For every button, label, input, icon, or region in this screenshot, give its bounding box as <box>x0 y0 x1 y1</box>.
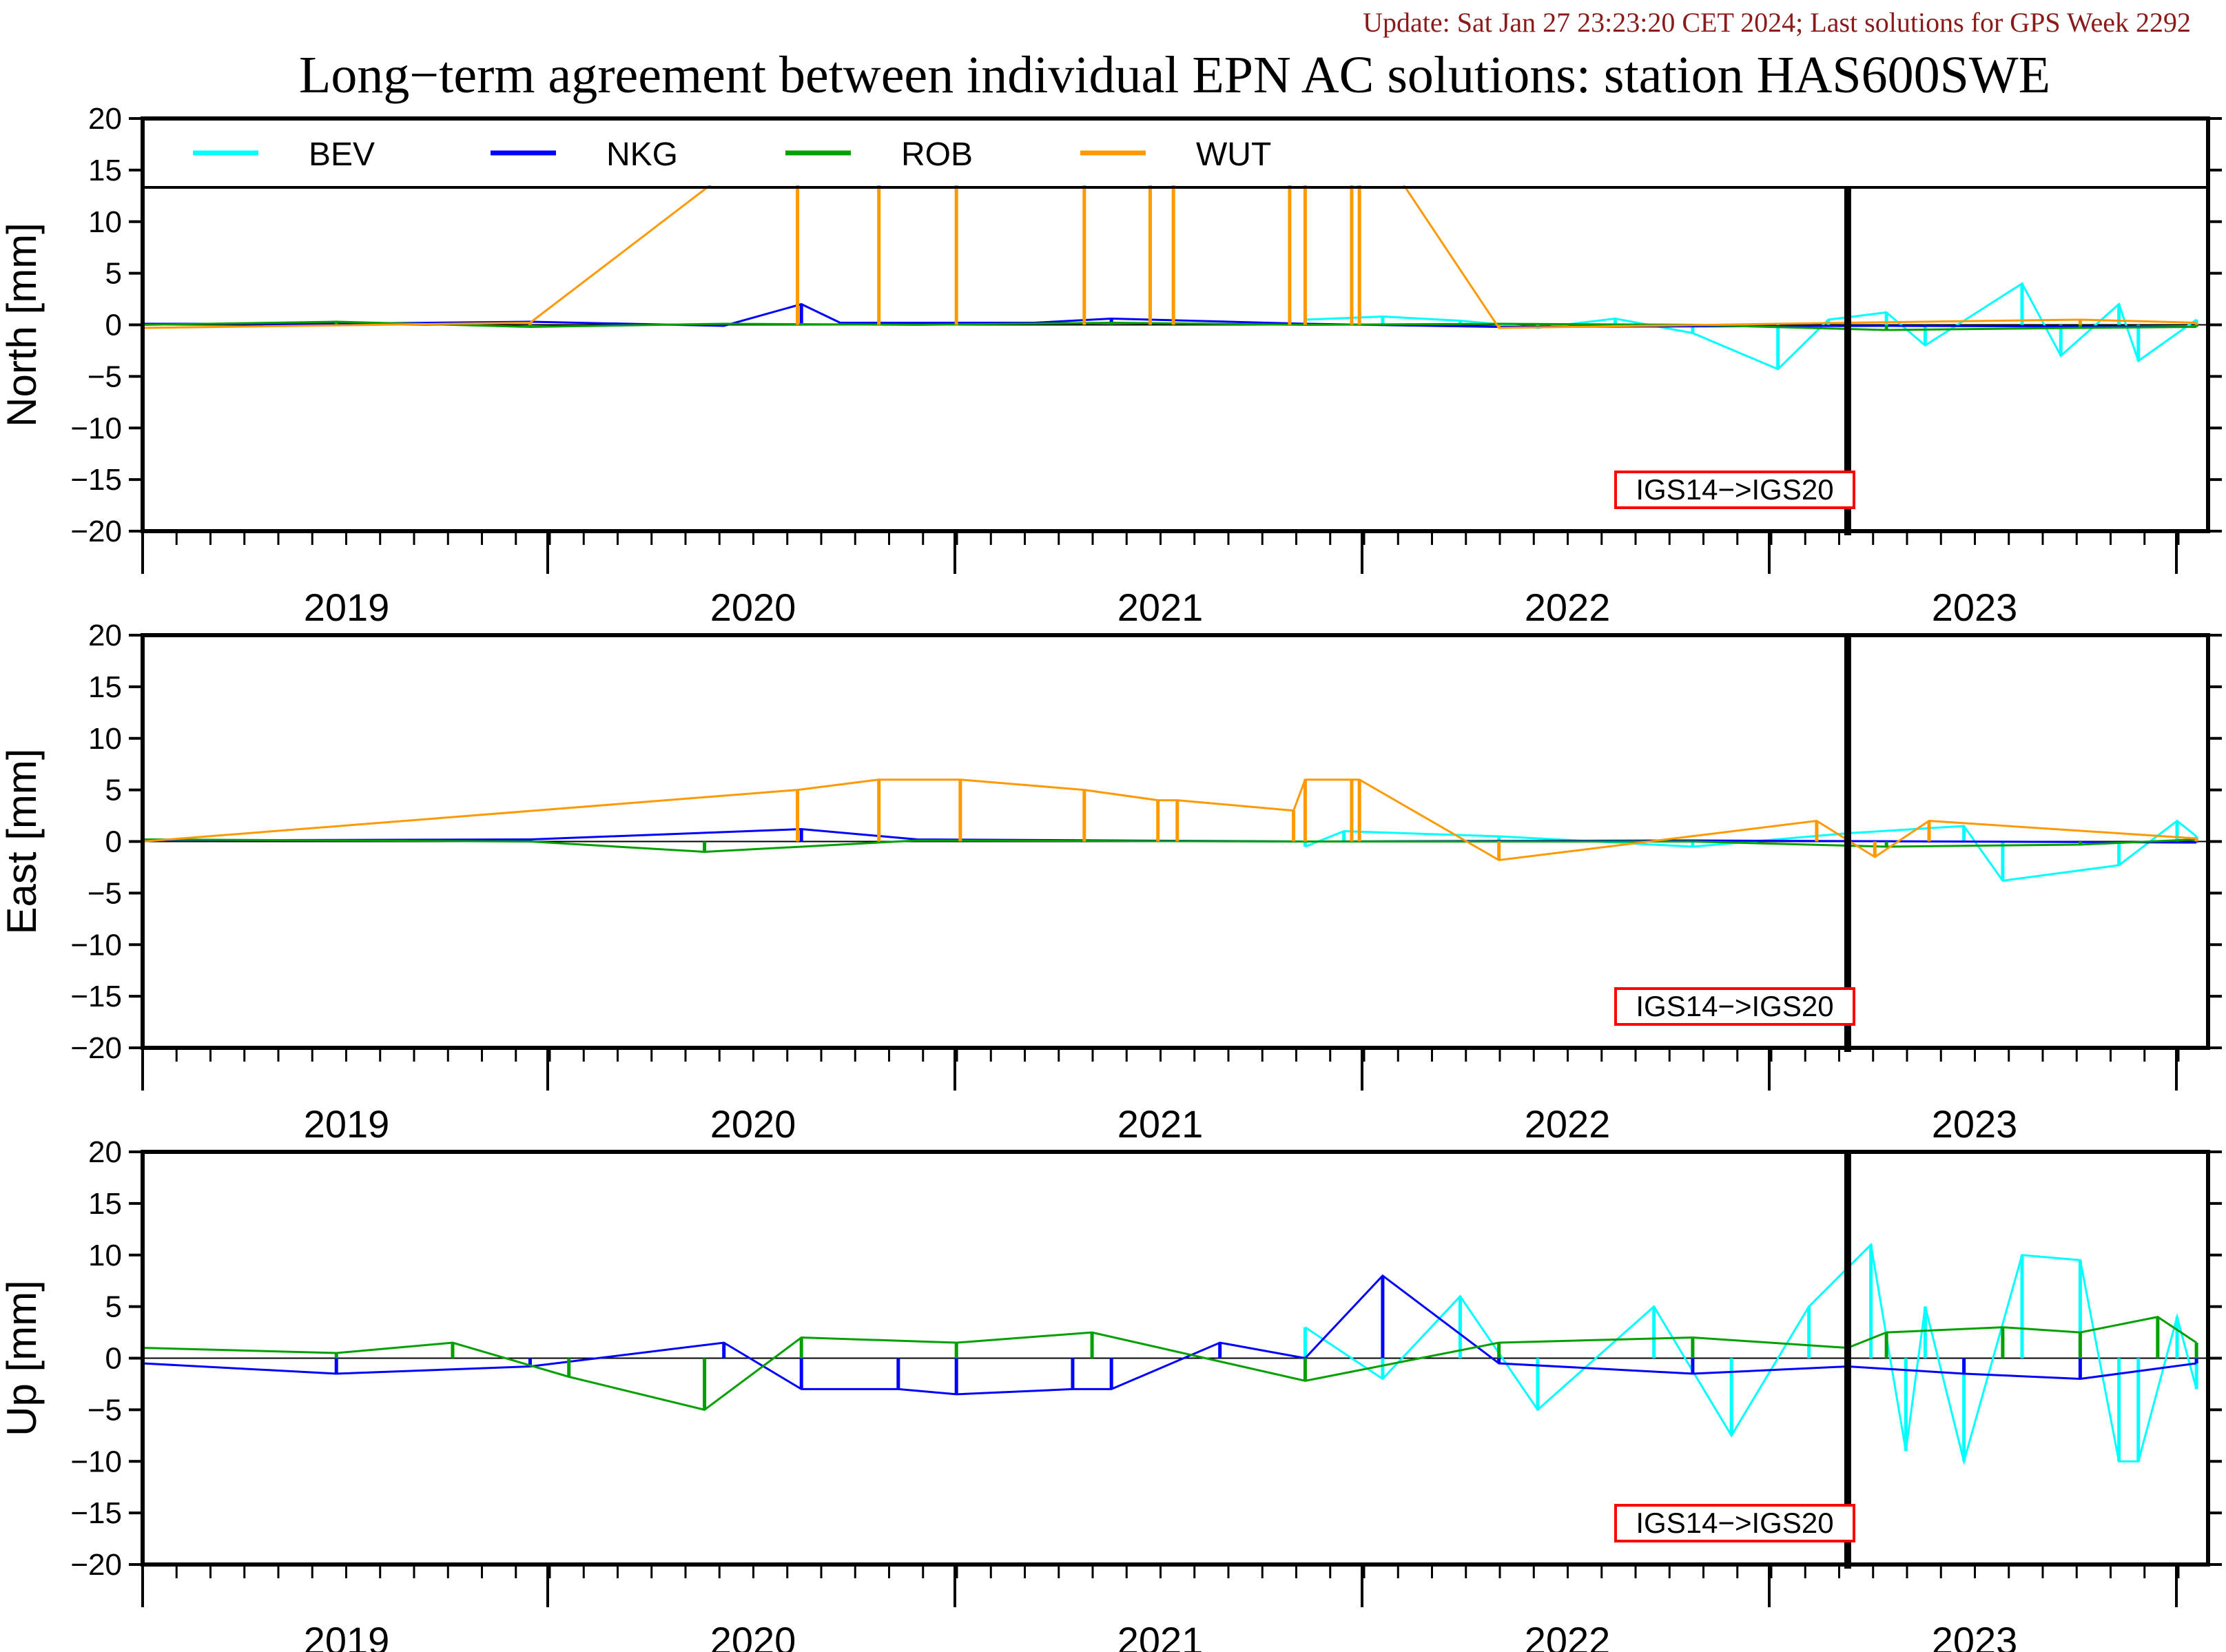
x-year-label: 2019 <box>304 1619 390 1652</box>
y-tick-label: −10 <box>70 1445 122 1478</box>
legend-label-wut: WUT <box>1196 136 1271 173</box>
y-tick-label: 15 <box>88 670 122 704</box>
y-tick-label: −10 <box>70 928 122 962</box>
y-tick-label: −20 <box>70 1031 122 1065</box>
y-tick-label: 15 <box>88 154 122 187</box>
x-year-label: 2020 <box>710 1102 796 1146</box>
y-tick-label: 5 <box>105 1290 122 1324</box>
frame-change-label-box <box>1614 1504 1855 1542</box>
y-tick-label: 0 <box>105 1342 122 1376</box>
x-year-label: 2020 <box>710 586 796 629</box>
y-tick-label: −5 <box>87 360 122 393</box>
chart-title: Long−term agreement between individual E… <box>299 46 2050 104</box>
y-axis-label: North [mm] <box>0 223 45 427</box>
y-tick-label: 5 <box>105 257 122 291</box>
y-tick-label: −5 <box>87 876 122 910</box>
y-tick-label: −15 <box>70 463 122 497</box>
series-group <box>143 1242 2198 1466</box>
series-nkg-line <box>143 1274 2197 1396</box>
frame-change-label-box <box>1614 471 1855 509</box>
update-text: Update: Sat Jan 27 23:23:20 CET 2024; La… <box>1363 7 2191 38</box>
y-axis-label: Up [mm] <box>0 1280 45 1436</box>
x-year-label: 2023 <box>1932 586 2018 629</box>
y-tick-label: 10 <box>88 205 122 239</box>
x-year-label: 2023 <box>1932 1619 2018 1652</box>
y-tick-label: 20 <box>88 1135 122 1169</box>
y-tick-label: 0 <box>105 309 122 342</box>
panel-north: IGS14−>IGS20 20 15 10 5 0 −5 −10 −15 −20 North [mm… <box>0 102 2222 629</box>
y-tick-label: 10 <box>88 1239 122 1272</box>
y-tick-label: 10 <box>88 722 122 756</box>
series-rob-line <box>143 320 2197 331</box>
y-tick-label: 0 <box>105 825 122 859</box>
y-tick-label: −15 <box>70 1496 122 1530</box>
y-tick-label: −20 <box>70 515 122 548</box>
x-year-label: 2021 <box>1117 1102 1204 1146</box>
y-tick-label: 20 <box>88 102 122 136</box>
legend-background <box>145 121 2206 185</box>
y-tick-label: −10 <box>70 411 122 445</box>
x-year-label: 2019 <box>304 1102 390 1146</box>
x-year-label: 2023 <box>1932 1102 2018 1146</box>
y-tick-label: 20 <box>88 619 122 652</box>
y-tick-label: 15 <box>88 1187 122 1221</box>
x-year-label: 2022 <box>1525 1102 1611 1146</box>
legend-label-bev: BEV <box>309 136 375 173</box>
x-year-label: 2022 <box>1525 586 1611 629</box>
frame-change-label: IGS14−>IGS20 <box>1636 473 1833 506</box>
y-tick-label: −5 <box>87 1393 122 1427</box>
frame-change-label-box <box>1614 987 1855 1026</box>
frame-change-label: IGS14−>IGS20 <box>1636 1507 1833 1539</box>
legend-label-rob: ROB <box>901 136 973 173</box>
frame-change-label: IGS14−>IGS20 <box>1636 990 1833 1022</box>
y-axis-label: East [mm] <box>0 748 45 934</box>
x-year-label: 2021 <box>1117 586 1204 629</box>
series-wut-line <box>143 118 2197 329</box>
legend: BEV NKG ROB WUT <box>143 121 2208 189</box>
panels: IGS14−>IGS20 20 15 10 5 0 −5 −10 −15 −20 North [mm… <box>0 102 2222 1652</box>
legend-label-nkg: NKG <box>606 136 678 173</box>
x-year-label: 2019 <box>304 586 390 629</box>
y-tick-label: −20 <box>70 1548 122 1582</box>
series-group <box>143 118 2198 371</box>
series-bev-line <box>1304 1242 2198 1466</box>
panel-east: IGS14−>IGS20 20 15 10 5 0 −5 −10 −15 −20 East [mm]… <box>0 619 2222 1146</box>
x-year-label: 2021 <box>1117 1619 1204 1652</box>
x-year-label: 2020 <box>710 1619 796 1652</box>
x-year-label: 2022 <box>1525 1619 1611 1652</box>
y-tick-label: 5 <box>105 774 122 807</box>
panel-up: IGS14−>IGS20 20 15 10 5 0 −5 −10 −15 −20 Up [mm] 20… <box>0 1135 2222 1652</box>
y-tick-label: −15 <box>70 980 122 1013</box>
